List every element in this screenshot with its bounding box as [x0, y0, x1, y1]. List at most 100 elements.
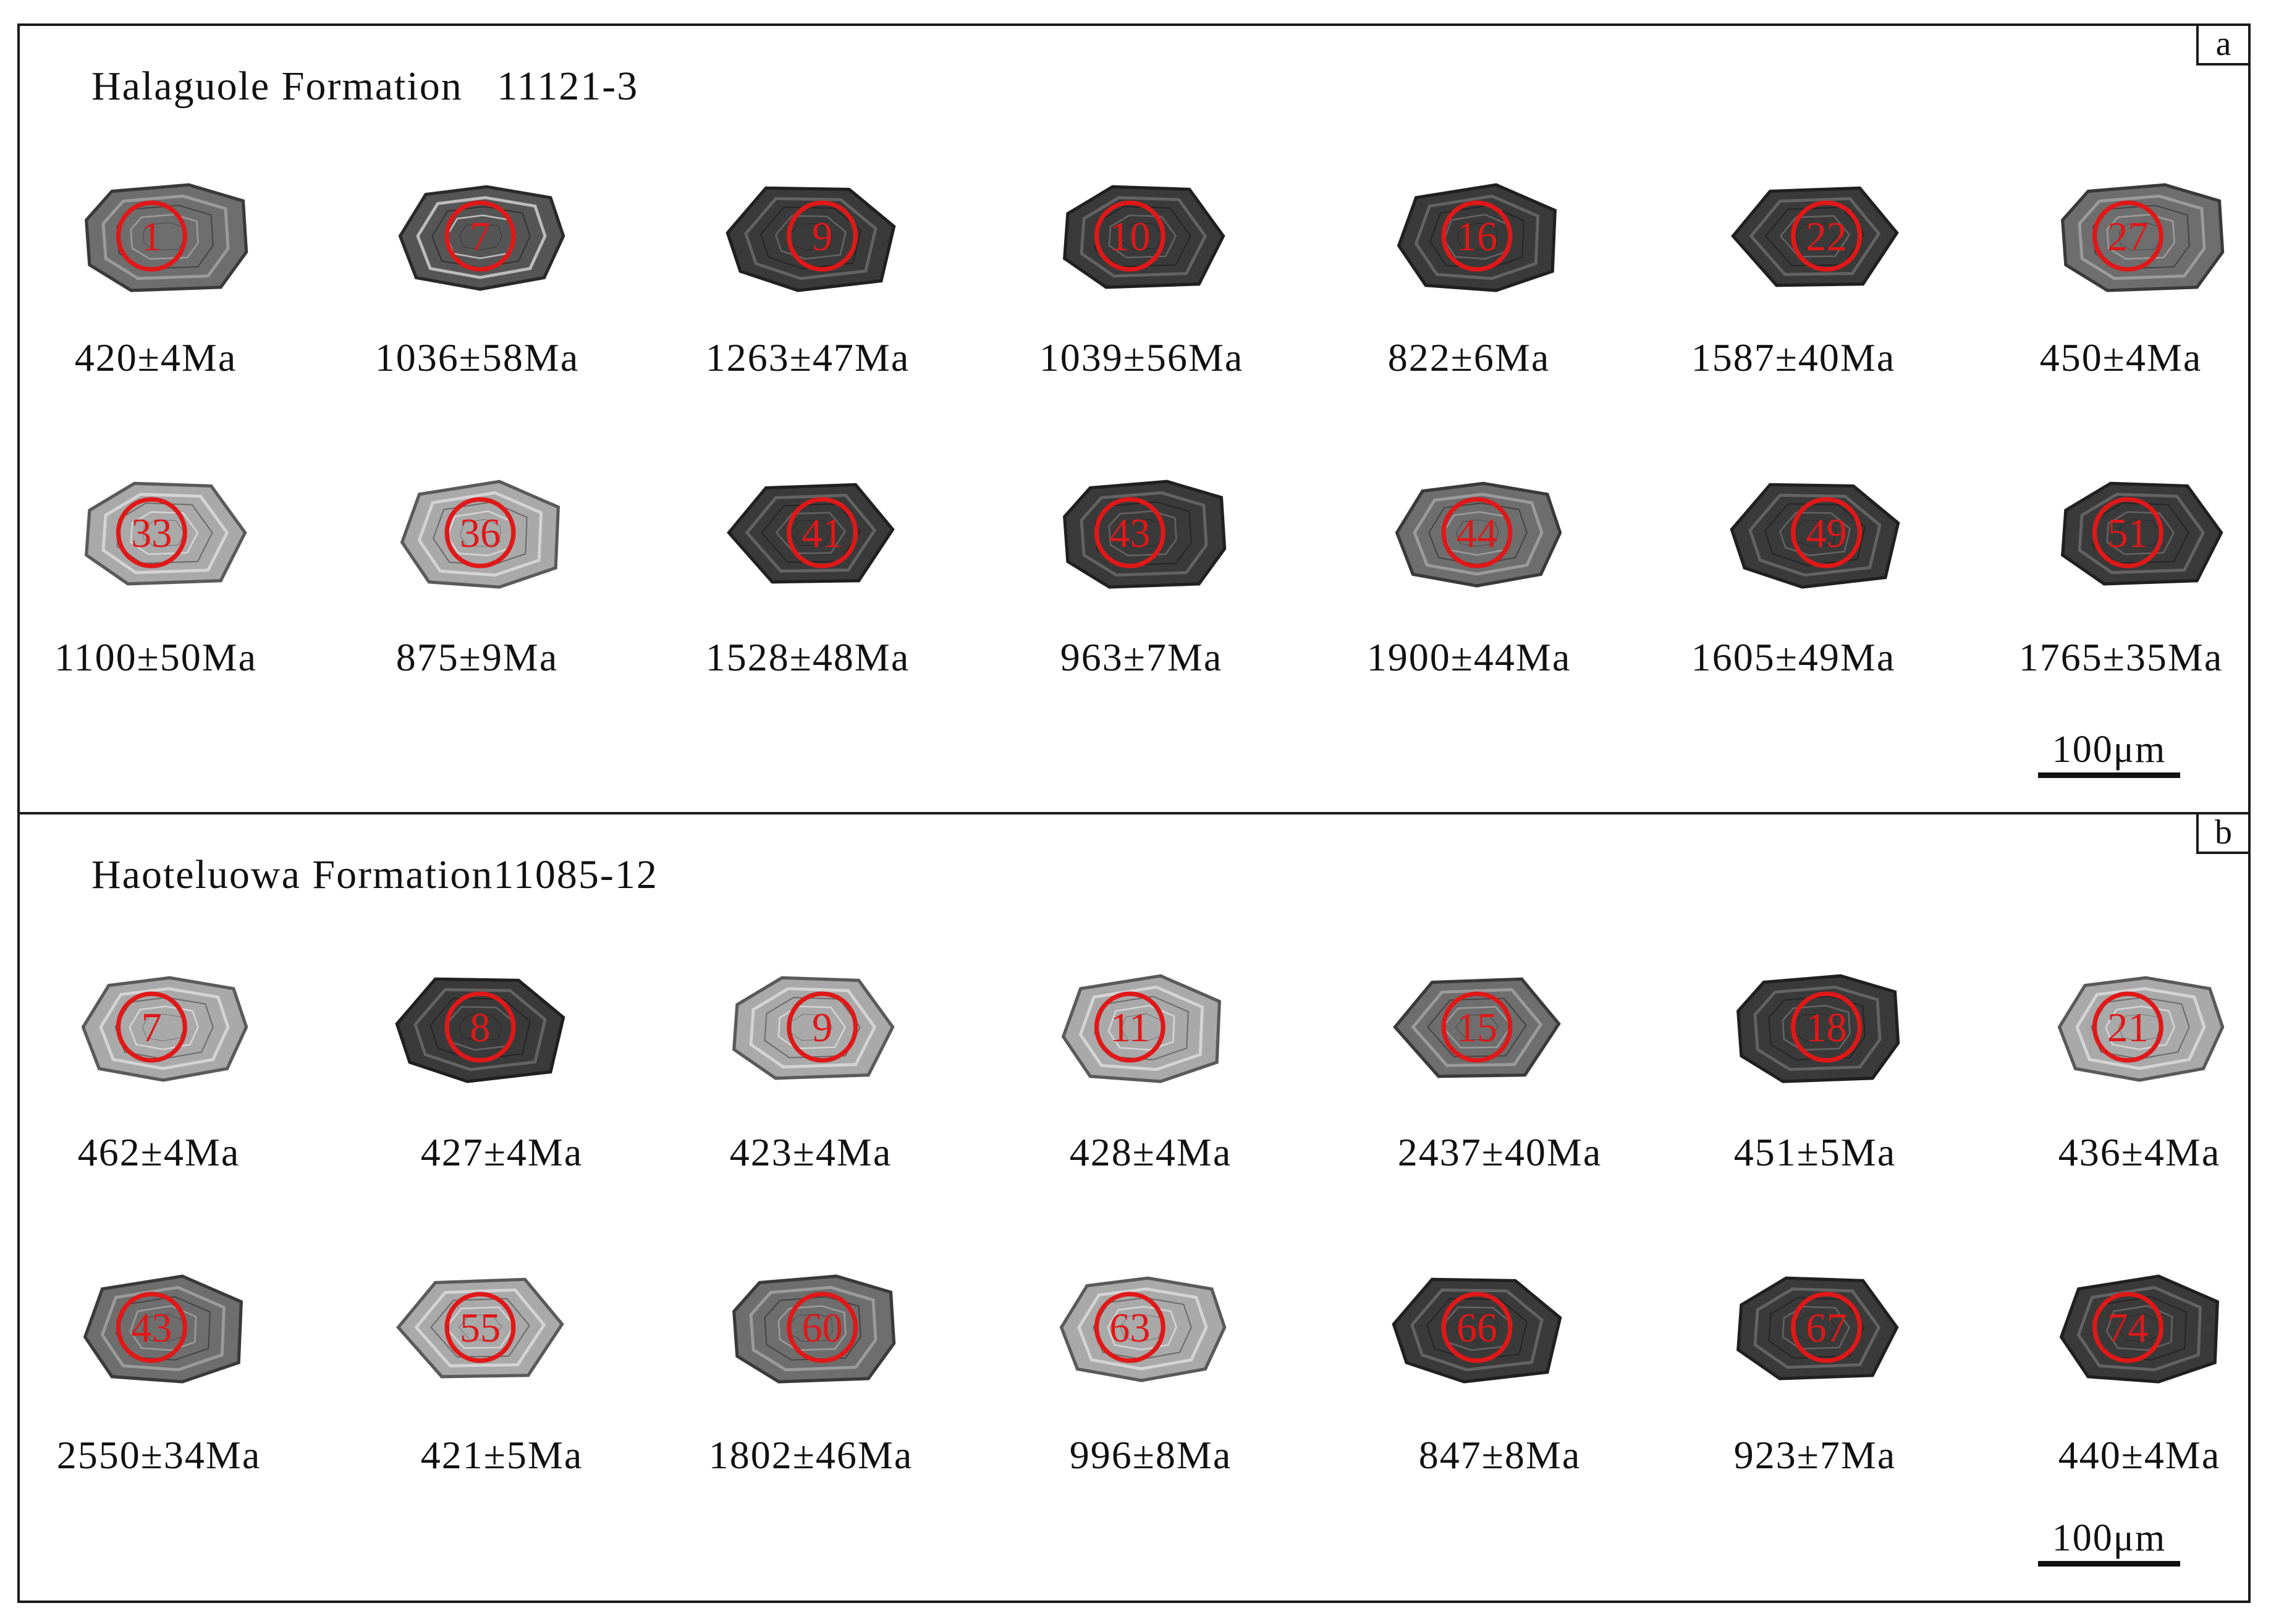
grain-outline — [81, 976, 248, 1082]
zoning-band — [749, 1285, 878, 1372]
zoning-band — [1413, 493, 1544, 576]
zoning-band — [417, 491, 543, 577]
zoning-band — [1121, 222, 1163, 250]
zircon-cl-image: 8 — [395, 977, 565, 1083]
zoning-band — [2078, 493, 2205, 575]
zoning-band — [459, 222, 502, 250]
age-label: 462±4Ma — [77, 1130, 240, 1174]
spot-number: 8 — [470, 1005, 490, 1051]
zoning-band — [1077, 1287, 1208, 1371]
zircon-grain: 15 — [1387, 965, 1567, 1089]
zoning-band — [1795, 1013, 1837, 1042]
zircon-grain: 27 — [2050, 174, 2229, 298]
zoning-band — [433, 501, 528, 566]
grain-outline — [85, 183, 248, 292]
zoning-band — [1107, 1004, 1175, 1051]
zircon-grain: 11 — [1052, 965, 1231, 1089]
zoning-band — [2075, 987, 2206, 1070]
spot-circle — [1094, 991, 1165, 1063]
spot-circle — [1094, 1292, 1165, 1363]
zoning-band — [1427, 997, 1527, 1057]
age-label: 2437±40Ma — [1397, 1130, 1602, 1174]
spot-number: 27 — [2107, 214, 2148, 260]
zoning-band — [1782, 1306, 1851, 1350]
spot-circle — [787, 1292, 858, 1363]
zircon-grain: 10 — [1052, 174, 1231, 298]
panel-title: Halaguole Formation 11121-3 — [91, 64, 639, 109]
spot-number: 41 — [802, 511, 843, 556]
zircon-grain: 66 — [1387, 1266, 1567, 1389]
zircon-grain: 7 — [74, 965, 253, 1089]
spot-number: 60 — [802, 1306, 843, 1351]
zoning-band — [101, 493, 229, 575]
zoning-band — [1456, 222, 1498, 251]
zircon-grain: 8 — [391, 965, 570, 1089]
zoning-band — [749, 987, 877, 1069]
zoning-band — [1093, 1297, 1192, 1360]
spot-number: 10 — [1109, 214, 1150, 260]
spot-number: 51 — [2107, 511, 2148, 556]
zoning-band — [459, 519, 501, 548]
spot-circle — [1441, 497, 1513, 569]
panel-title: Haoteluowa Formation11085-12 — [91, 852, 658, 897]
zircon-cl-image: 1 — [85, 183, 248, 292]
zircon-cl-image: 27 — [2061, 183, 2225, 292]
zoning-band — [129, 1005, 199, 1051]
zircon-grain: 18 — [1725, 965, 1905, 1089]
spot-number: 11 — [1110, 1005, 1149, 1051]
zoning-band — [1782, 1004, 1851, 1051]
age-label: 1263±47Ma — [705, 336, 910, 379]
zoning-band — [1753, 1287, 1881, 1369]
spot-circle — [444, 991, 516, 1063]
zoning-band — [1410, 1288, 1544, 1372]
age-label: 427±4Ma — [420, 1130, 583, 1174]
zoning-band — [760, 206, 861, 269]
zircon-cl-image: 36 — [400, 480, 560, 589]
zoning-band — [458, 1314, 502, 1341]
grain-outline — [1395, 481, 1562, 588]
age-label: 450±4Ma — [2039, 336, 2202, 379]
zoning-band — [458, 1014, 502, 1042]
spot-number: 21 — [2107, 1005, 2148, 1051]
spot-number: 16 — [1457, 214, 1497, 260]
grain-outline — [398, 185, 565, 291]
age-label: 2550±34Ma — [56, 1433, 261, 1477]
panel-a: a Halaguole Formation 11121-3 100μm 1 420… — [17, 23, 2251, 814]
zoning-band — [1748, 493, 1882, 577]
spot-number: 44 — [1457, 511, 1497, 556]
grain-outline — [1736, 1276, 1899, 1381]
age-label: 847±8Ma — [1418, 1433, 1581, 1477]
zoning-band — [1768, 996, 1866, 1060]
zircon-cl-image: 16 — [1397, 183, 1557, 292]
spot-circle — [1791, 497, 1863, 569]
zoning-band — [430, 1298, 530, 1358]
zircon-grain: 55 — [391, 1266, 570, 1389]
zircon-cl-image: 66 — [1392, 1277, 1562, 1384]
age-label: 440±4Ma — [2058, 1433, 2221, 1477]
panel-letter: a — [2196, 23, 2251, 66]
zircon-cl-image: 63 — [1059, 1276, 1227, 1382]
grain-outline — [732, 1274, 896, 1384]
age-label: 1100±50Ma — [54, 635, 258, 679]
spot-circle — [2092, 200, 2163, 272]
spot-circle — [787, 991, 858, 1063]
zircon-cl-image: 67 — [1736, 1276, 1899, 1381]
grain-outline — [1059, 1276, 1227, 1382]
spot-number: 9 — [812, 1005, 832, 1051]
spot-number: 1 — [142, 214, 162, 260]
zoning-band — [1749, 197, 1881, 276]
spot-circle — [1094, 200, 1165, 272]
zoning-band — [2091, 997, 2190, 1060]
age-label: 1587±40Ma — [1691, 336, 1896, 379]
zoning-band — [1414, 194, 1540, 281]
spot-number: 49 — [1806, 511, 1847, 556]
spot-number: 9 — [812, 214, 832, 260]
spot-number: 63 — [1109, 1306, 1150, 1351]
zoning-band — [1108, 214, 1177, 259]
zircon-cl-image: 9 — [725, 186, 896, 292]
spot-number: 55 — [460, 1306, 501, 1351]
spot-circle — [116, 200, 187, 272]
zircon-cl-image: 60 — [732, 1274, 896, 1384]
spot-circle — [116, 1292, 187, 1363]
zoning-band — [1080, 196, 1207, 278]
